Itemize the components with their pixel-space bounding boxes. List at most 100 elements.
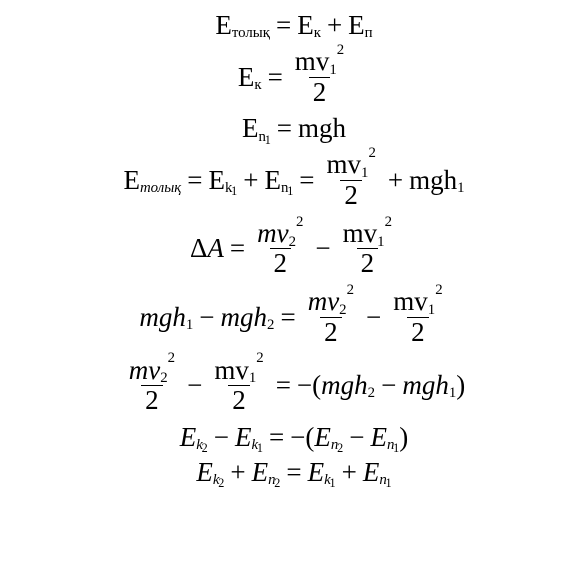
h: h [254, 304, 268, 331]
minus: − [315, 235, 330, 262]
two: 2 [145, 386, 159, 416]
v: v [414, 287, 428, 317]
fraction: m v 2 2 2 [253, 219, 307, 279]
E: E [297, 12, 314, 39]
E: E [123, 167, 140, 194]
m: m [321, 372, 341, 399]
plus: + [230, 459, 245, 486]
sub1: 1 [449, 386, 456, 401]
sub1: 1 [329, 62, 336, 78]
subsub1: 1 [231, 185, 237, 197]
minus: − [214, 424, 229, 451]
v: v [277, 219, 289, 249]
E: E [215, 12, 232, 39]
E: E [370, 424, 387, 451]
two: 2 [411, 318, 425, 348]
m: m [402, 372, 422, 399]
sup2: 2 [168, 350, 175, 366]
sub2: 2 [368, 386, 375, 401]
rparen: ) [456, 372, 465, 399]
fraction: m v 1 2 2 [323, 150, 380, 210]
v: v [235, 356, 249, 386]
subsub2: 2 [337, 442, 343, 454]
g: g [319, 115, 333, 142]
h: h [444, 167, 458, 194]
E: E [308, 459, 325, 486]
v: v [316, 47, 330, 77]
fraction: m v 2 2 2 [125, 356, 179, 416]
h: h [172, 304, 186, 331]
E: E [264, 167, 281, 194]
sub1: 1 [361, 165, 368, 181]
fraction: m v 1 2 2 [389, 287, 446, 347]
subsub1: 1 [287, 185, 293, 197]
equation-line-1: E толық = E к + E п [215, 12, 372, 39]
subsub2: 2 [218, 477, 224, 489]
sub-tolyk: толық [232, 26, 270, 41]
E: E [196, 459, 213, 486]
two: 2 [324, 318, 338, 348]
g: g [430, 167, 444, 194]
m: m [343, 219, 364, 249]
m: m [298, 115, 319, 142]
sub1: 1 [186, 318, 193, 333]
equation-line-3: E n 1 = m g h [242, 115, 346, 142]
sub1: 1 [377, 234, 384, 250]
eq: = [230, 235, 245, 262]
plus: + [342, 459, 357, 486]
h: h [435, 372, 449, 399]
sub2: 2 [267, 318, 274, 333]
E: E [208, 167, 225, 194]
equation-line-6: m g h 1 − m g h 2 = m v 2 2 2 − m v 1 2 … [139, 287, 448, 347]
sub2: 2 [289, 234, 296, 250]
sup2: 2 [435, 282, 442, 298]
subsub2: 2 [274, 477, 280, 489]
g: g [341, 372, 355, 399]
plus: + [243, 167, 258, 194]
m: m [308, 287, 328, 317]
subsub2: 2 [202, 442, 208, 454]
m: m [214, 356, 235, 386]
subsub1: 1 [257, 442, 263, 454]
sub1: 1 [249, 370, 256, 386]
E: E [238, 64, 255, 91]
E: E [252, 459, 269, 486]
eq: = [286, 459, 301, 486]
E: E [242, 115, 259, 142]
plus: + [388, 167, 403, 194]
g: g [159, 304, 173, 331]
v: v [327, 287, 339, 317]
m: m [257, 219, 277, 249]
fraction: m v 1 2 2 [210, 356, 267, 416]
m: m [409, 167, 430, 194]
minus: − [381, 372, 396, 399]
E: E [363, 459, 380, 486]
minus: − [349, 424, 364, 451]
two: 2 [274, 249, 288, 279]
m: m [129, 356, 149, 386]
fraction: m v 1 2 2 [339, 219, 396, 279]
lparen: ( [312, 372, 321, 399]
g: g [422, 372, 436, 399]
two: 2 [232, 386, 246, 416]
sub-k-cyr: к [314, 26, 321, 41]
equation-line-5: Δ A = m v 2 2 2 − m v 1 2 2 [190, 219, 398, 279]
sup2: 2 [385, 214, 392, 230]
E: E [235, 424, 252, 451]
sub2: 2 [160, 370, 167, 386]
sub1: 1 [428, 302, 435, 318]
subsub1: 1 [386, 477, 392, 489]
minus: − [290, 424, 305, 451]
eq: = [277, 115, 292, 142]
subsub1: 1 [330, 477, 336, 489]
m: m [295, 47, 316, 77]
sub2: 2 [339, 302, 346, 318]
sup2: 2 [296, 214, 303, 230]
A: A [207, 235, 224, 262]
sup2: 2 [368, 145, 375, 161]
minus: − [187, 372, 202, 399]
equation-line-8: E k 2 − E k 1 = − ( E n 2 − E n 1 ) [180, 424, 408, 451]
E: E [314, 424, 331, 451]
v: v [348, 150, 362, 180]
plus: + [327, 12, 342, 39]
